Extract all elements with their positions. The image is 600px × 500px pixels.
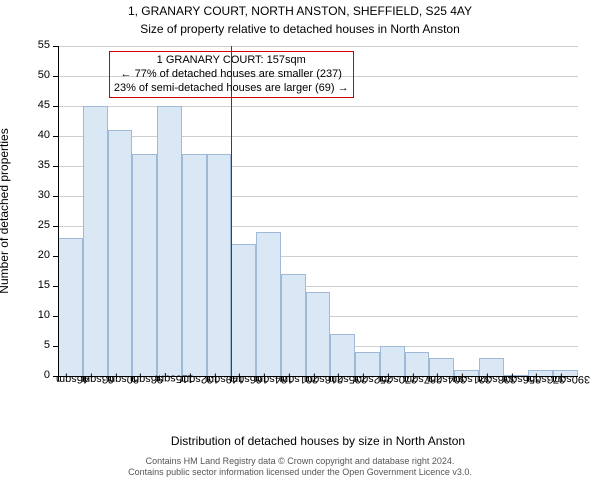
y-axis-label: Number of detached properties <box>0 128 11 293</box>
histogram-bar <box>231 244 256 376</box>
histogram-bar <box>281 274 306 376</box>
y-tick-label: 45 <box>38 99 50 111</box>
annotation-box: 1 GRANARY COURT: 157sqm← 77% of detached… <box>109 51 354 98</box>
annotation-line: ← 77% of detached houses are smaller (23… <box>114 68 349 82</box>
annotation-line: 1 GRANARY COURT: 157sqm <box>114 54 349 68</box>
title-line-2: Size of property relative to detached ho… <box>0 22 600 36</box>
plot-area: 1 GRANARY COURT: 157sqm← 77% of detached… <box>58 46 578 376</box>
histogram-bar <box>132 154 157 376</box>
histogram-bar <box>157 106 182 376</box>
histogram-bar <box>306 292 331 376</box>
y-tick-label: 20 <box>38 249 50 261</box>
footer-line-1: Contains HM Land Registry data © Crown c… <box>0 456 600 467</box>
grid-line <box>58 46 578 47</box>
y-tick-label: 55 <box>38 39 50 51</box>
histogram-bar <box>207 154 232 376</box>
grid-line <box>58 106 578 107</box>
y-tick-label: 25 <box>38 219 50 231</box>
x-axis-label: Distribution of detached houses by size … <box>58 434 578 448</box>
histogram-bar <box>330 334 355 376</box>
title-line-1: 1, GRANARY COURT, NORTH ANSTON, SHEFFIEL… <box>0 4 600 18</box>
y-tick-label: 0 <box>44 369 50 381</box>
footer-attribution: Contains HM Land Registry data © Crown c… <box>0 456 600 479</box>
histogram-bar <box>256 232 281 376</box>
histogram-bar <box>380 346 405 376</box>
y-tick-label: 5 <box>44 339 50 351</box>
y-tick-label: 35 <box>38 159 50 171</box>
footer-line-2: Contains public sector information licen… <box>0 467 600 478</box>
annotation-line: 23% of semi-detached houses are larger (… <box>114 82 349 96</box>
y-tick-label: 15 <box>38 279 50 291</box>
y-tick-label: 10 <box>38 309 50 321</box>
y-tick-label: 30 <box>38 189 50 201</box>
y-axis <box>58 46 59 376</box>
y-tick-label: 40 <box>38 129 50 141</box>
y-tick-label: 50 <box>38 69 50 81</box>
grid-line <box>58 136 578 137</box>
histogram-bar <box>58 238 83 376</box>
histogram-bar <box>108 130 133 376</box>
chart-container: 1, GRANARY COURT, NORTH ANSTON, SHEFFIEL… <box>0 0 600 500</box>
histogram-bar <box>83 106 108 376</box>
histogram-bar <box>182 154 207 376</box>
